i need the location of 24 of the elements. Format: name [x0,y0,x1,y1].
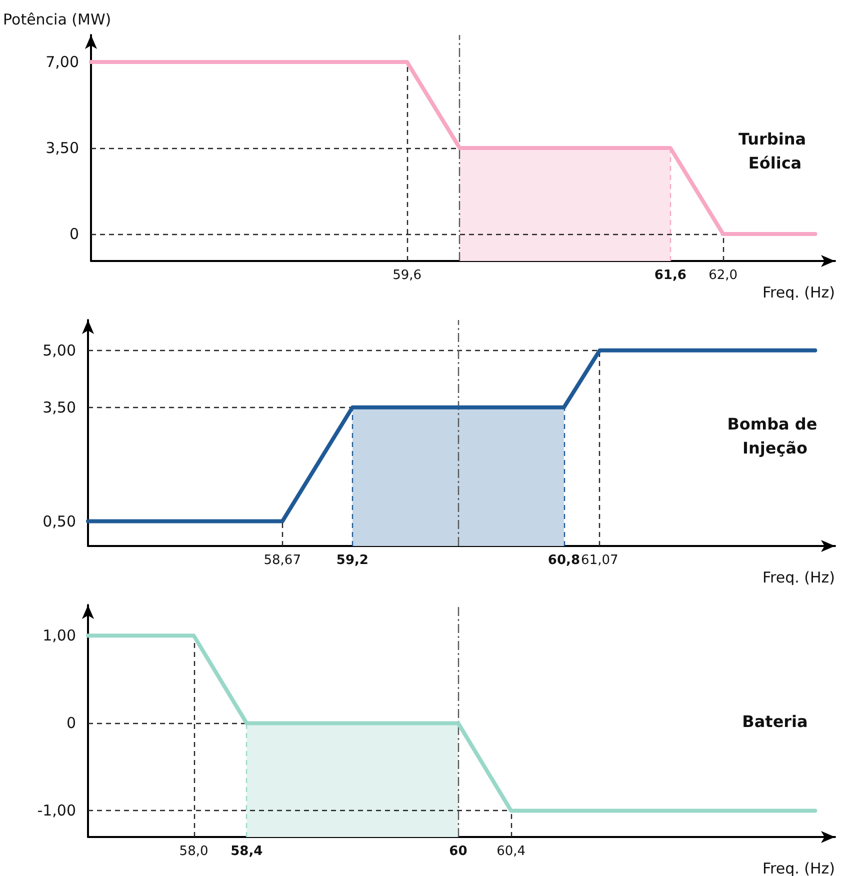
y-tick-label: 7,00 [46,53,79,72]
text: Bomba de Injeção [727,414,823,458]
x-tick-label: 60,8 [548,553,580,568]
x-tick-label: 59,2 [336,553,368,568]
y-tick-label: 0 [69,224,79,243]
x-tick-label: 62,0 [708,268,738,283]
y-tick-label: -1,00 [37,802,76,820]
text: Turbina Eólica [738,130,812,172]
x-tick-label: 58,67 [264,553,301,568]
x-tick-label: 59,6 [392,268,422,283]
text: Bateria [742,712,808,731]
y-tick-label: 5,00 [42,341,76,360]
y-tick-label: 3,50 [42,398,76,416]
y-axis-title: Potência (MW) [3,10,112,28]
y-tick-label: 3,50 [46,139,79,157]
x-tick-label: 58,0 [179,844,208,859]
y-tick-label: 0 [66,714,76,732]
x-tick-label: 61,07 [581,553,618,568]
y-tick-label: 1,00 [42,626,76,645]
x-tick-label: 58,4 [230,844,263,859]
x-tick-label: 61,6 [654,268,686,283]
x-tick-label: 60 [449,844,468,859]
y-tick-label: 0,50 [42,512,76,530]
x-tick-label: 60,4 [496,844,526,859]
